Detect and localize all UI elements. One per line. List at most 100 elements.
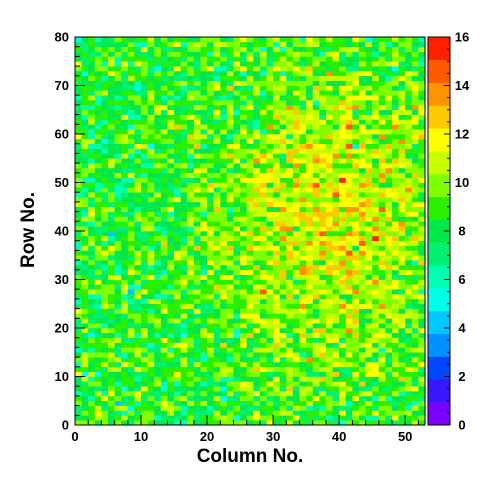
heatmap-cell — [253, 410, 261, 416]
heatmap-cell — [81, 289, 89, 295]
heatmap-cell — [319, 41, 327, 47]
heatmap-cell — [319, 235, 327, 241]
heatmap-cell — [180, 260, 188, 266]
heatmap-cell — [141, 153, 148, 159]
heatmap-cell — [405, 415, 413, 421]
heatmap-cell — [273, 405, 281, 411]
heatmap-cell — [273, 124, 281, 130]
heatmap-cell — [75, 197, 82, 203]
heatmap-cell — [233, 395, 241, 402]
heatmap-cell — [372, 192, 380, 198]
heatmap-cell — [411, 318, 419, 324]
heatmap-cell — [391, 119, 399, 125]
heatmap-cell — [220, 201, 228, 208]
heatmap-cell — [246, 129, 254, 135]
heatmap-cell — [101, 371, 109, 377]
heatmap-cell — [187, 143, 195, 149]
heatmap-cell — [266, 323, 274, 329]
heatmap-cell — [213, 381, 221, 387]
heatmap-cell — [352, 56, 360, 62]
heatmap-cell — [101, 129, 109, 135]
heatmap-cell — [418, 41, 426, 47]
heatmap-cell — [187, 187, 195, 193]
heatmap-cell — [207, 323, 214, 329]
heatmap-cell — [174, 138, 181, 144]
heatmap-cell — [167, 235, 175, 241]
heatmap-cell — [220, 37, 228, 43]
heatmap-cell — [299, 61, 307, 67]
heatmap-cell — [292, 313, 300, 319]
heatmap-cell — [365, 318, 373, 324]
heatmap-cell — [312, 250, 320, 256]
heatmap-cell — [207, 206, 214, 212]
heatmap-cell — [154, 405, 162, 411]
heatmap-cell — [226, 182, 234, 188]
colorbar-tick-label: 0 — [458, 418, 465, 433]
heatmap-cell — [101, 298, 109, 305]
heatmap-cell — [213, 187, 221, 193]
heatmap-cell — [220, 163, 228, 169]
heatmap-cell — [174, 70, 181, 77]
heatmap-cell — [246, 376, 254, 382]
heatmap-cell — [207, 124, 214, 130]
heatmap-cell — [418, 153, 426, 159]
heatmap-cell — [345, 269, 353, 275]
heatmap-cell — [372, 303, 380, 309]
heatmap-cell — [345, 332, 353, 338]
heatmap-cell — [286, 376, 294, 382]
heatmap-cell — [154, 221, 162, 227]
heatmap-cell — [345, 46, 353, 52]
heatmap-cell — [141, 313, 148, 319]
heatmap-cell — [246, 41, 254, 47]
heatmap-cell — [332, 56, 340, 62]
heatmap-cell — [299, 274, 307, 280]
heatmap-cell — [141, 143, 148, 149]
heatmap-cell — [134, 264, 142, 271]
heatmap-cell — [411, 153, 419, 159]
heatmap-cell — [332, 347, 340, 353]
heatmap-cell — [200, 80, 208, 86]
heatmap-cell — [220, 420, 228, 426]
heatmap-cell — [246, 37, 254, 43]
heatmap-cell — [81, 143, 89, 149]
heatmap-cell — [94, 51, 102, 57]
heatmap-cell — [200, 226, 208, 232]
heatmap-cell — [121, 386, 129, 392]
heatmap-cell — [306, 46, 314, 52]
heatmap-cell — [75, 294, 82, 300]
heatmap-cell — [193, 104, 201, 111]
heatmap-cell — [405, 138, 413, 144]
heatmap-cell — [187, 371, 195, 377]
heatmap-cell — [81, 182, 89, 188]
heatmap-cell — [273, 303, 281, 309]
heatmap-cell — [378, 70, 386, 77]
heatmap-cell — [259, 41, 267, 47]
heatmap-cell — [299, 313, 307, 319]
heatmap-cell — [233, 80, 241, 86]
heatmap-cell — [81, 80, 89, 86]
heatmap-cell — [101, 177, 109, 183]
heatmap-cell — [411, 255, 419, 261]
heatmap-cell — [213, 90, 221, 96]
heatmap-cell — [259, 371, 267, 377]
heatmap-cell — [385, 206, 393, 212]
heatmap-cell — [372, 371, 380, 377]
heatmap-cell — [246, 104, 254, 111]
heatmap-cell — [108, 323, 115, 329]
heatmap-cell — [273, 255, 281, 261]
heatmap-cell — [398, 279, 406, 285]
heatmap-cell — [325, 347, 333, 353]
heatmap-cell — [246, 221, 254, 227]
heatmap-cell — [200, 269, 208, 275]
heatmap-cell — [220, 41, 228, 47]
heatmap-cell — [319, 250, 327, 256]
heatmap-cell — [266, 260, 274, 266]
heatmap-cell — [108, 420, 115, 426]
heatmap-cell — [378, 289, 386, 295]
heatmap-cell — [134, 352, 142, 358]
heatmap-cell — [352, 138, 360, 144]
heatmap-cell — [147, 381, 155, 387]
heatmap-cell — [101, 41, 109, 47]
heatmap-cell — [101, 153, 109, 159]
heatmap-cell — [292, 371, 300, 377]
